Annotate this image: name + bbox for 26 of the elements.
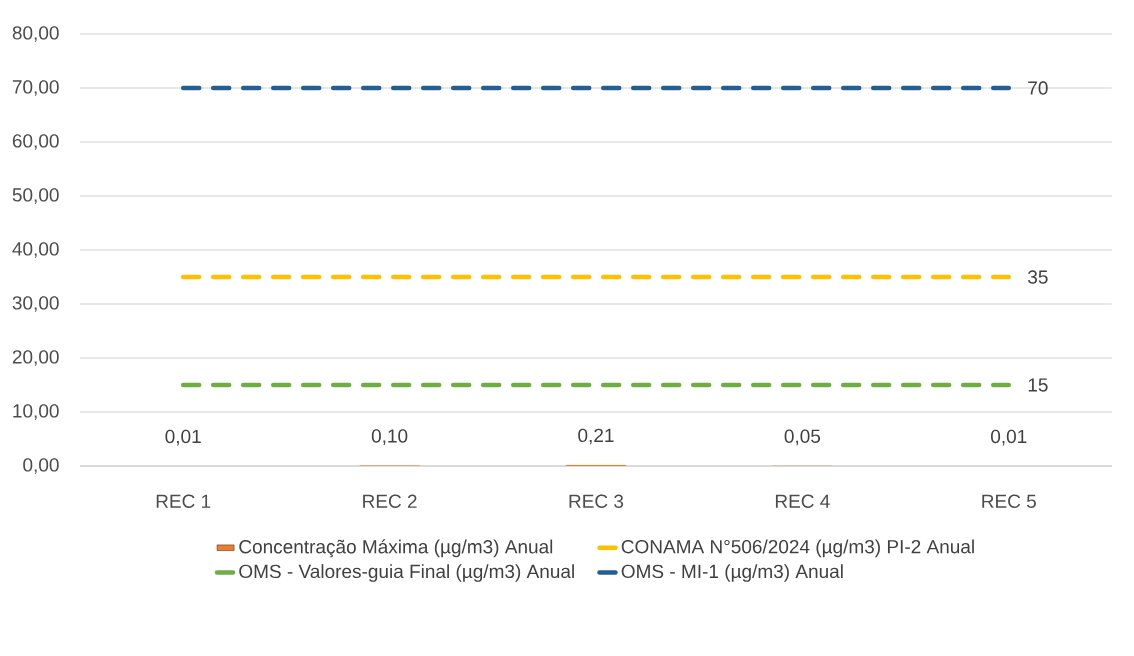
data-label: 0,10 [371,429,408,445]
legend-label: CONAMA N°506/2024 (µg/m3) PI-2 Anual [621,539,974,558]
y-tick-label: 0,00 [23,458,59,474]
legend-label: Concentração Máxima (µg/m3) Anual [239,539,553,558]
y-tick-label: 20,00 [12,350,59,366]
data-label: 0,01 [991,429,1027,446]
x-tick-label: REC 1 [156,494,211,508]
y-tick-label: 60,00 [12,134,59,150]
legend-label: OMS - Valores-guia Final (µg/m3) Anual [239,564,574,582]
data-label: 0,01 [165,429,201,446]
legend-label: OMS - MI-1 (µg/m3) Anual [621,564,843,582]
data-label: 35 [1028,270,1048,284]
y-tick-label: 80,00 [12,26,59,42]
y-tick-label: 10,00 [13,404,59,420]
data-label: 70 [1028,81,1048,95]
data-label: 0,05 [784,429,821,446]
y-tick-label: 30,00 [12,296,59,312]
x-tick-label: REC 4 [775,494,830,508]
y-tick-label: 40,00 [12,242,59,258]
y-tick-label: 70,00 [12,80,59,96]
data-label: 15 [1028,378,1048,392]
x-tick-label: REC 2 [363,494,417,508]
x-tick-label: REC 5 [982,494,1036,508]
x-tick-label: REC 3 [569,494,624,508]
y-tick-label: 50,00 [12,188,59,204]
data-label: 0,21 [578,428,614,445]
